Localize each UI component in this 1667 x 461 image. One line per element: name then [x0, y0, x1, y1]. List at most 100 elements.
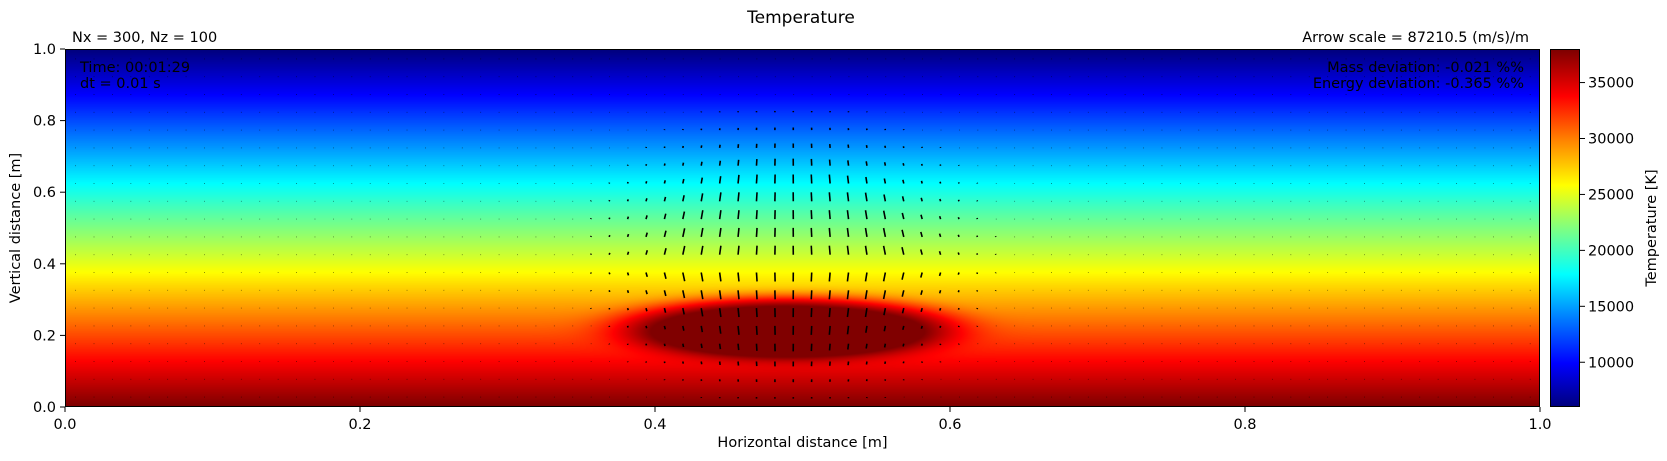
quiver-arrow — [755, 290, 758, 300]
quiver-arrow — [919, 249, 923, 255]
quiver-arrow — [920, 272, 923, 278]
quiver-arrow — [846, 192, 850, 202]
colorbar-tick-label: 10000 — [1588, 355, 1634, 371]
quiver-arrow — [902, 325, 905, 331]
quiver-arrow — [957, 290, 960, 293]
quiver-arrow — [682, 228, 686, 238]
quiver-arrow — [864, 245, 868, 255]
quiver-arrow — [957, 216, 960, 220]
quiver-arrow — [700, 210, 704, 220]
quiver-arrow — [737, 210, 740, 220]
quiver-arrow — [626, 216, 630, 220]
quiver-arrow — [901, 229, 905, 238]
y-tick-label: 0.2 — [33, 328, 56, 344]
quiver-arrow — [700, 343, 703, 349]
quiver-arrow — [700, 193, 704, 202]
quiver-arrow — [957, 272, 960, 275]
y-axis-label: Vertical distance [m] — [8, 152, 24, 304]
quiver-arrow — [718, 192, 722, 202]
quiver-arrow — [755, 308, 758, 318]
quiver-arrow — [663, 272, 667, 280]
quiver-arrow — [645, 232, 648, 238]
quiver-arrow — [847, 343, 850, 350]
quiver-arrow — [828, 308, 831, 318]
x-tick-label: 0.6 — [938, 417, 961, 433]
quiver-arrow — [938, 272, 942, 277]
quiver-arrow — [901, 307, 905, 314]
quiver-arrow — [920, 214, 923, 220]
quiver-arrow — [883, 307, 887, 316]
quiver-arrow — [882, 227, 887, 238]
quiver-arrow — [682, 325, 685, 331]
quiver-arrow — [901, 196, 905, 202]
quiver-arrow — [626, 251, 630, 255]
quiver-arrow — [682, 307, 685, 315]
quiver-arrow — [864, 227, 868, 238]
dt-label: dt = 0.01 s — [80, 76, 161, 92]
quiver-arrow — [938, 250, 942, 255]
colorbar-tick-label: 25000 — [1588, 187, 1634, 203]
quiver-arrow — [902, 343, 905, 347]
quiver-arrow — [645, 181, 648, 184]
quiver-arrow — [865, 176, 868, 184]
quiver-arrow — [939, 325, 942, 328]
quiver-arrow — [700, 245, 704, 255]
quiver-arrow — [718, 160, 722, 166]
quiver-arrow — [663, 290, 667, 297]
colorbar-tick-label: 35000 — [1588, 76, 1634, 92]
colorbar-tick-label: 20000 — [1588, 243, 1634, 259]
quiver-arrow — [645, 307, 648, 312]
quiver-arrow — [737, 272, 740, 282]
grid-size-label: Nx = 300, Nz = 100 — [72, 30, 218, 46]
quiver-arrow — [883, 325, 887, 332]
quiver-arrow — [864, 210, 868, 220]
quiver-arrow — [846, 325, 850, 335]
quiver-arrow — [920, 307, 923, 313]
quiver-arrow — [828, 290, 831, 300]
quiver-arrow — [700, 227, 704, 238]
colorbar-label: Temperature [K] — [1644, 169, 1660, 287]
quiver-arrow — [737, 227, 740, 237]
quiver-arrow — [718, 245, 722, 255]
quiver-arrow — [883, 343, 887, 348]
time-label: Time: 00:01:29 — [80, 60, 191, 76]
quiver-arrow — [737, 245, 740, 255]
quiver-arrow — [663, 343, 666, 347]
quiver-arrow — [700, 177, 704, 184]
quiver-arrow — [920, 290, 923, 296]
x-axis-label: Horizontal distance [m] — [717, 435, 888, 451]
quiver-arrow — [737, 290, 740, 300]
quiver-arrow — [737, 325, 740, 335]
quiver-arrow — [626, 290, 630, 294]
quiver-arrow — [645, 215, 648, 220]
x-tick-label: 0.2 — [348, 417, 371, 433]
quiver-arrow — [645, 290, 648, 295]
quiver-arrow — [957, 234, 960, 238]
quiver-arrow — [755, 192, 758, 202]
quiver-arrow — [737, 308, 740, 318]
quiver-arrow — [700, 290, 704, 300]
plot-frame — [65, 49, 1540, 407]
quiver-arrow — [608, 290, 611, 293]
quiver-arrow — [700, 307, 704, 317]
quiver-arrow — [846, 175, 850, 184]
arrow-scale-label: Arrow scale = 87210.5 (m/s)/m — [1302, 30, 1529, 46]
quiver-arrow — [883, 194, 887, 202]
quiver-arrow — [882, 272, 887, 282]
quiver-arrow — [626, 233, 630, 238]
quiver-arrow — [718, 325, 722, 334]
quiver-arrow — [883, 178, 887, 184]
quiver-arrow — [828, 174, 831, 184]
mass-deviation-label: Mass deviation: -0.021 %% — [1327, 60, 1524, 76]
quiver-arrow — [608, 217, 611, 220]
quiver-arrow — [682, 343, 685, 348]
quiver-arrow — [626, 325, 629, 328]
colorbar — [1550, 49, 1580, 407]
quiver-arrow — [608, 234, 611, 238]
velocity-quiver — [75, 58, 1531, 399]
quiver-arrow — [901, 272, 905, 280]
quiver-arrow — [682, 195, 685, 202]
quiver-arrow — [828, 245, 831, 255]
quiver-arrow — [920, 325, 923, 329]
quiver-arrow — [846, 245, 850, 255]
